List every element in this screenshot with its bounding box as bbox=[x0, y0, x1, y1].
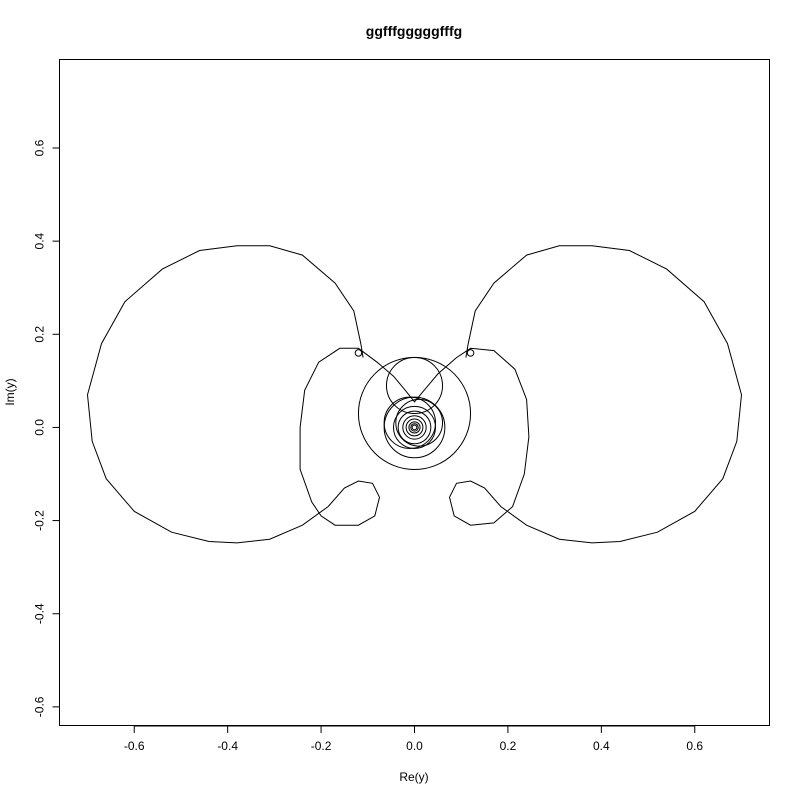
inner-circle bbox=[411, 424, 418, 431]
inner-circle bbox=[402, 415, 427, 440]
y-tick-label: -0.6 bbox=[33, 696, 47, 717]
x-tick-label: 0.4 bbox=[593, 739, 610, 753]
y-tick-label: 0.0 bbox=[33, 419, 47, 436]
plot-frame bbox=[59, 59, 770, 726]
inner-circle bbox=[397, 410, 432, 445]
x-tick-label: 0.6 bbox=[686, 739, 703, 753]
main-curve bbox=[86, 245, 743, 544]
x-tick-label: -0.2 bbox=[311, 739, 332, 753]
inner-circle bbox=[410, 423, 419, 432]
cusp-loop bbox=[466, 349, 475, 357]
x-tick-label: -0.6 bbox=[124, 739, 145, 753]
inner-circle bbox=[395, 398, 444, 447]
inner-circle bbox=[392, 405, 437, 449]
cusp-loop bbox=[354, 349, 363, 357]
y-tick-label: 0.6 bbox=[33, 139, 47, 156]
inner-circle bbox=[383, 396, 437, 449]
y-axis: -0.6 -0.4 -0.2 0.0 0.2 0.4 0.6 bbox=[33, 139, 60, 717]
y-tick-label: -0.2 bbox=[33, 510, 47, 531]
y-tick-label: -0.4 bbox=[33, 603, 47, 624]
x-axis: -0.6 -0.4 -0.2 0.0 0.2 0.4 0.6 bbox=[124, 725, 703, 753]
y-tick-label: 0.2 bbox=[33, 326, 47, 343]
x-tick-label: -0.4 bbox=[217, 739, 238, 753]
inner-circle bbox=[385, 356, 444, 415]
x-tick-label: 0.2 bbox=[500, 739, 517, 753]
inner-circle bbox=[408, 421, 421, 434]
inner-circle bbox=[405, 418, 424, 437]
chart-title: ggfffgggggfffg bbox=[366, 23, 462, 39]
x-axis-label: Re(y) bbox=[399, 770, 428, 784]
y-tick-label: 0.4 bbox=[33, 232, 47, 249]
x-tick-label: 0.0 bbox=[406, 739, 423, 753]
curve-group bbox=[86, 245, 743, 544]
y-axis-label: Im(y) bbox=[3, 378, 17, 405]
